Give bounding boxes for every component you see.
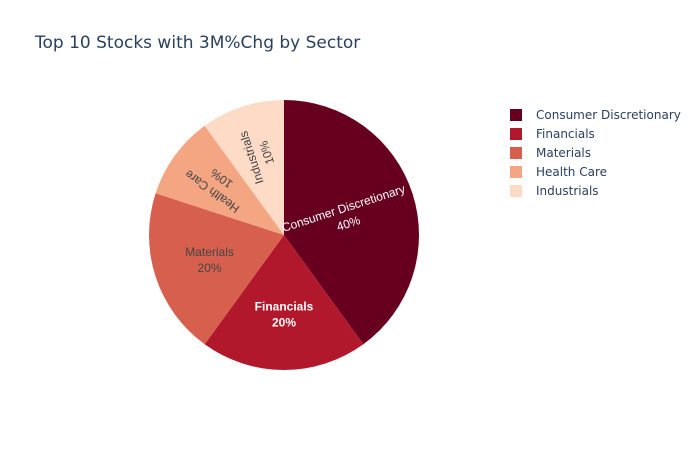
legend-label: Industrials <box>536 183 599 198</box>
legend-item-financials[interactable]: Financials <box>510 124 681 143</box>
legend-swatch <box>510 165 522 178</box>
legend-label: Health Care <box>536 164 608 179</box>
legend-label: Materials <box>536 145 592 160</box>
legend-item-consumer-discretionary[interactable]: Consumer Discretionary <box>510 105 681 124</box>
slice-percent-label: 20% <box>272 315 296 329</box>
pie-slice-health-care[interactable] <box>155 125 284 235</box>
legend-label: Financials <box>536 126 595 141</box>
pie-slice-industrials[interactable] <box>204 100 284 235</box>
legend-swatch <box>510 108 522 121</box>
chart-title: Top 10 Stocks with 3M%Chg by Sector <box>35 33 361 53</box>
legend-swatch <box>510 127 522 140</box>
legend-swatch <box>510 184 522 197</box>
pie-slices <box>148 100 419 371</box>
legend-item-health-care[interactable]: Health Care <box>510 162 681 181</box>
legend-label: Consumer Discretionary <box>536 107 681 122</box>
slice-label-materials: Materials 20% <box>185 245 234 275</box>
pie-slice-consumer-discretionary[interactable] <box>284 100 419 345</box>
slice-label-financials: Financials 20% <box>255 299 314 329</box>
legend-swatch <box>510 146 522 159</box>
slice-percent-label: 20% <box>198 261 222 275</box>
pie-slice-financials[interactable] <box>204 235 364 371</box>
legend: Consumer Discretionary Financials Material… <box>510 105 681 200</box>
pie-slice-materials[interactable] <box>148 193 284 345</box>
legend-item-industrials[interactable]: Industrials <box>510 181 681 200</box>
slice-category-label: Materials <box>185 245 234 259</box>
legend-item-materials[interactable]: Materials <box>510 143 681 162</box>
slice-category-label: Financials <box>255 299 314 313</box>
